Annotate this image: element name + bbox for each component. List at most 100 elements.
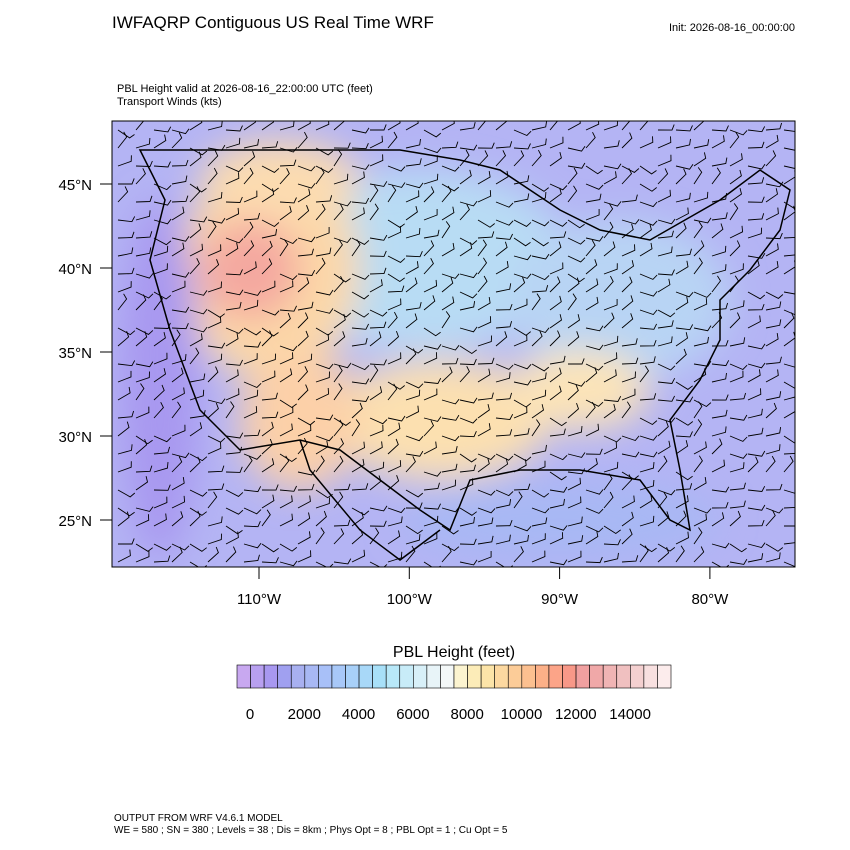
wind-barb — [693, 167, 703, 185]
wind-barb — [783, 165, 795, 169]
wind-barb — [729, 153, 743, 167]
wind-barb — [315, 363, 334, 370]
wind-barb — [297, 131, 308, 149]
wind-barb — [765, 552, 781, 563]
wind-barb — [423, 352, 438, 365]
wind-barb — [333, 365, 343, 383]
wind-barb — [243, 381, 262, 389]
wind-barb — [531, 363, 550, 372]
wind-barb — [711, 542, 730, 549]
colorbar-label: 4000 — [342, 706, 375, 723]
wind-barb — [207, 483, 225, 491]
wind-barb — [423, 471, 442, 477]
wind-barb — [459, 272, 478, 279]
wind-barb — [765, 134, 779, 149]
wind-barb — [783, 205, 795, 221]
wind-barb — [351, 507, 370, 516]
wind-barb — [135, 550, 150, 563]
wind-barb — [225, 466, 243, 473]
wind-barb — [333, 149, 343, 167]
wind-barb — [153, 237, 172, 246]
wind-barb — [531, 419, 541, 437]
lat-label: 30°N — [58, 429, 92, 446]
wind-barb — [369, 561, 388, 567]
wind-barb — [531, 507, 550, 514]
wind-barb — [117, 216, 136, 223]
wind-barb — [621, 276, 633, 293]
wind-barb — [639, 515, 655, 527]
colorbar-label: 8000 — [451, 706, 484, 723]
wind-barb — [153, 218, 172, 225]
wind-barb — [639, 201, 658, 208]
wind-barb — [531, 330, 543, 347]
wind-barb — [693, 546, 705, 563]
wind-barb — [207, 342, 226, 349]
wind-barb — [783, 506, 795, 509]
wind-barb — [459, 358, 477, 366]
lon-label: 90°W — [541, 591, 579, 608]
wind-barb — [459, 301, 476, 311]
wind-barb — [459, 144, 478, 151]
wind-barb — [261, 458, 275, 473]
wind-barb — [369, 386, 383, 401]
wind-barb — [513, 491, 523, 509]
wind-barb — [675, 381, 693, 390]
wind-barb — [495, 150, 507, 167]
wind-barb — [351, 164, 370, 170]
wind-barb — [765, 455, 776, 473]
wind-barb — [711, 501, 729, 509]
wind-barb — [477, 121, 487, 131]
wind-barb — [207, 259, 220, 275]
wind-barb — [477, 190, 492, 203]
wind-barb — [333, 528, 345, 545]
wind-barb — [603, 403, 616, 419]
wind-barb — [657, 455, 668, 473]
wind-barb — [387, 165, 406, 172]
wind-barb — [153, 245, 169, 257]
wind-barb — [747, 227, 763, 239]
wind-barb — [495, 458, 509, 473]
wind-barb — [207, 316, 222, 329]
wind-barb — [657, 395, 676, 402]
wind-barb — [675, 396, 694, 403]
wind-barb — [603, 352, 618, 365]
wind-barb — [747, 163, 766, 170]
colorbar-box — [426, 664, 441, 689]
wind-barb — [171, 495, 186, 509]
wind-barb — [423, 388, 438, 401]
wind-barb — [657, 440, 671, 455]
wind-barb — [513, 237, 531, 247]
wind-barb — [531, 444, 547, 455]
wind-barb — [639, 356, 656, 365]
wind-barb — [783, 452, 795, 455]
wind-barb — [153, 543, 172, 551]
wind-barb — [405, 389, 421, 401]
wind-barb — [207, 516, 223, 527]
wind-barb — [243, 139, 260, 149]
wind-barb — [657, 417, 676, 423]
wind-barb — [423, 279, 438, 293]
wind-barb — [513, 298, 528, 311]
wind-barb — [153, 263, 168, 275]
wind-barb — [405, 405, 419, 419]
wind-barb — [765, 319, 782, 329]
wind-barb — [459, 516, 475, 527]
wind-barb — [243, 290, 262, 296]
colorbar-box — [399, 664, 414, 689]
colorbar-box — [616, 664, 631, 689]
wind-barb — [549, 314, 563, 329]
wind-barb — [585, 530, 599, 545]
wind-barb — [621, 121, 631, 131]
wind-barb — [783, 435, 795, 444]
wind-barb — [171, 242, 185, 257]
wind-barb — [531, 219, 550, 227]
wind-barb — [171, 132, 183, 149]
wind-barb — [675, 192, 691, 203]
wind-barb — [693, 401, 703, 419]
wind-barb — [477, 171, 491, 185]
wind-barb — [297, 121, 311, 131]
wind-barb — [567, 550, 582, 563]
wind-barb — [459, 121, 476, 131]
wind-barb — [189, 543, 207, 552]
